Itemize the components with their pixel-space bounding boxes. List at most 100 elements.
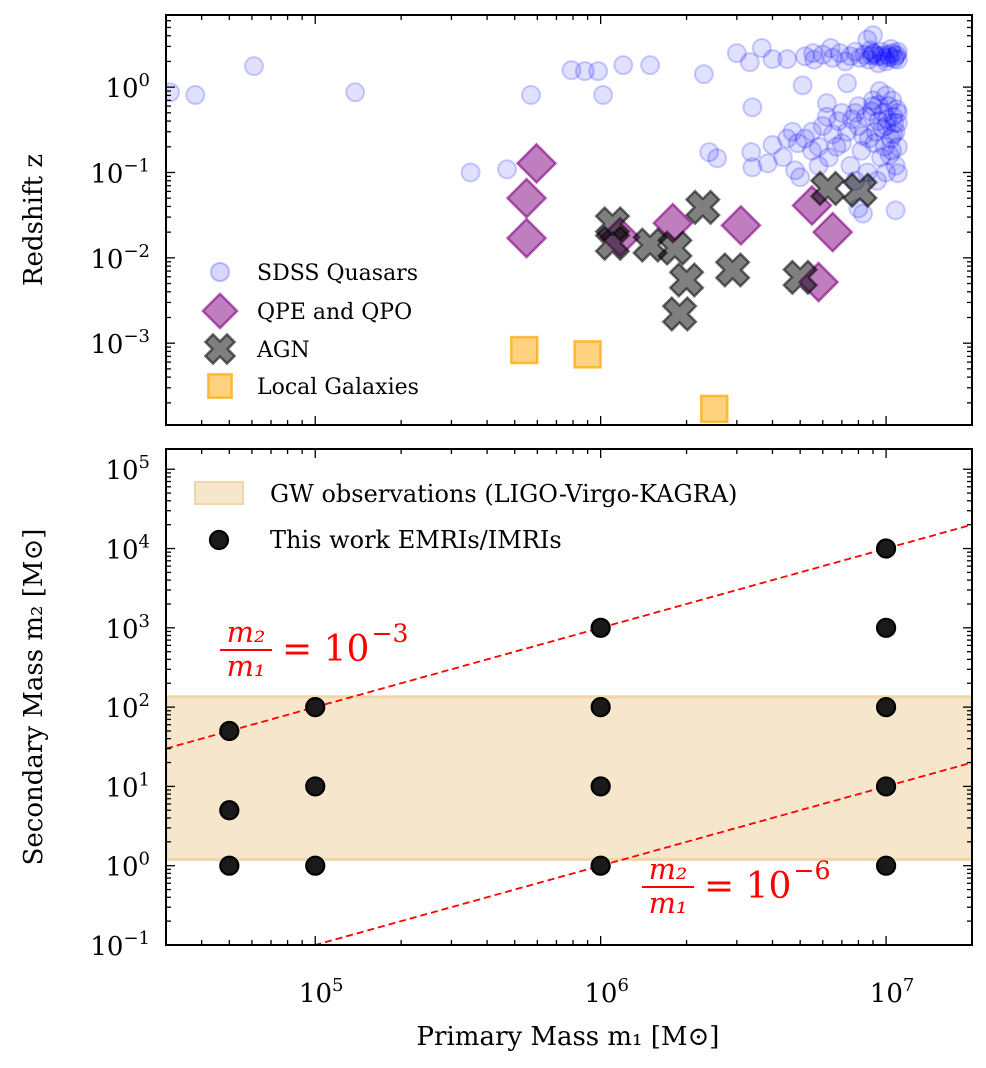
data-point [305, 697, 326, 718]
data-point [668, 261, 705, 299]
data-point [613, 55, 634, 76]
data-point [818, 147, 839, 168]
data-point [573, 340, 602, 369]
data-point [305, 855, 326, 876]
data-point [782, 259, 819, 296]
data-point [588, 61, 609, 82]
data-point [305, 776, 326, 797]
data-point [632, 227, 669, 264]
data-point [804, 49, 825, 70]
data-point [707, 148, 728, 169]
y-tick-label: 105 [105, 452, 150, 486]
data-point [885, 46, 906, 67]
data-point [886, 44, 907, 65]
data-point [816, 93, 837, 114]
data-point [863, 90, 884, 111]
legend: GW observations (LIGO-Virgo-KAGRA) This w… [194, 480, 737, 554]
fraction-rhs: = 10 [704, 866, 791, 907]
data-point [879, 47, 900, 68]
fraction-rhs: = 10 [282, 629, 369, 670]
data-point [863, 25, 884, 46]
data-point [831, 133, 852, 154]
data-point [874, 47, 895, 68]
data-point [857, 29, 878, 50]
y-tick-label: 10−1 [90, 155, 150, 189]
data-point [871, 41, 892, 62]
data-point [822, 124, 843, 145]
mass-ratio-line [166, 523, 972, 750]
legend-item: AGN [203, 332, 310, 366]
data-point [883, 124, 904, 145]
data-point [875, 855, 897, 876]
data-point [762, 134, 783, 155]
data-point [811, 211, 854, 253]
data-point [874, 136, 895, 157]
data-point [574, 61, 595, 82]
data-point [640, 55, 661, 76]
data-point [845, 41, 866, 62]
data-point [851, 140, 872, 161]
data-point [772, 147, 793, 168]
data-point [801, 121, 822, 142]
data-point [849, 47, 870, 68]
legend-item: Local Galaxies [207, 373, 419, 400]
series-sdss-quasars [166, 25, 908, 224]
data-point [505, 217, 548, 259]
series-agn [594, 170, 878, 332]
data-point [726, 43, 747, 64]
data-point [185, 84, 206, 105]
data-point [520, 84, 541, 105]
data-point [887, 163, 908, 184]
mass-ratio-line [311, 761, 972, 945]
data-point [882, 90, 903, 111]
data-point [882, 43, 903, 64]
data-point [460, 162, 481, 183]
data-point [879, 145, 900, 166]
data-point [795, 46, 816, 67]
y-tick-label: 10−2 [90, 241, 150, 275]
data-point [858, 128, 879, 149]
data-point [882, 140, 903, 161]
y-tick-label: 100 [105, 849, 150, 883]
gw-observations-band [166, 695, 972, 861]
y-tick-label: 100 [105, 70, 150, 104]
data-point [887, 102, 908, 123]
data-point [855, 106, 876, 127]
data-point [876, 116, 897, 137]
axes-frame [165, 14, 973, 426]
data-point [885, 155, 906, 176]
data-point [880, 128, 901, 149]
y-tick-label: 101 [105, 769, 150, 803]
data-point [590, 697, 611, 718]
data-point [812, 116, 833, 137]
x-tick-label: 107 [870, 975, 915, 1009]
data-point [835, 51, 856, 72]
data-point [878, 44, 899, 65]
data-point [594, 225, 631, 262]
data-point [867, 46, 888, 67]
data-point [868, 53, 889, 74]
plot-area [166, 523, 972, 945]
data-point [842, 109, 863, 130]
data-point [219, 720, 240, 742]
data-point [876, 51, 897, 72]
data-point [166, 82, 181, 103]
data-point [656, 230, 693, 267]
data-point [757, 153, 778, 174]
data-point [876, 85, 897, 106]
data-point [875, 776, 897, 797]
data-point [831, 102, 852, 123]
fraction-denominator: m₁ [649, 886, 688, 920]
data-point [801, 140, 822, 161]
data-point [699, 142, 720, 163]
x-tick-label: 105 [299, 975, 344, 1009]
fraction-exponent: −6 [793, 856, 830, 885]
data-point [693, 64, 714, 85]
series-this-work [219, 538, 897, 876]
data-point [219, 800, 240, 821]
data-point [840, 46, 861, 67]
fraction-denominator: m₁ [227, 649, 266, 683]
x-axis-label: Primary Mass m₁ [M⊙] [417, 1022, 720, 1052]
